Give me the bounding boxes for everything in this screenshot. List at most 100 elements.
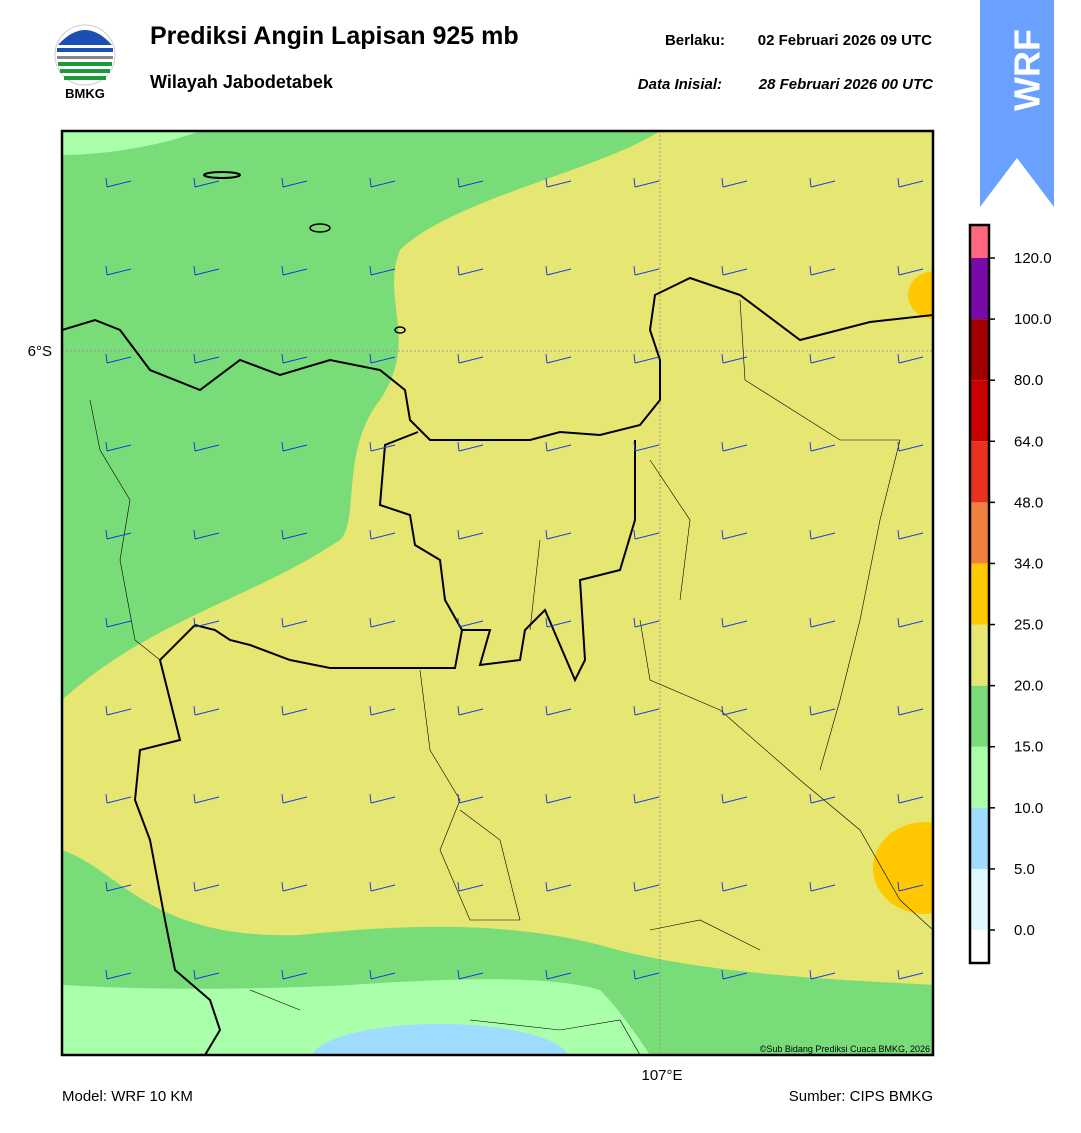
wind-barb — [721, 705, 748, 716]
wind-barb — [897, 705, 924, 716]
wind-barb — [105, 177, 132, 188]
colorbar-tick-label: 48.0 — [1014, 494, 1043, 511]
wind-barb — [721, 353, 748, 364]
wind-barb — [369, 705, 396, 716]
colorbar-segment — [970, 441, 989, 503]
colorbar-tick-label: 10.0 — [1014, 800, 1043, 817]
wind-barb — [457, 705, 484, 716]
wind-barb — [369, 353, 396, 364]
colorbar-segment — [970, 563, 989, 625]
wind-barb — [545, 793, 572, 804]
wind-barb — [457, 441, 484, 452]
wind-barb — [457, 353, 484, 364]
wind-barb — [281, 265, 308, 276]
wind-barb — [721, 793, 748, 804]
valid-label: Berlaku: — [665, 32, 725, 49]
wind-barb — [897, 793, 924, 804]
wind-barb — [193, 265, 220, 276]
colorbar-segment — [970, 746, 989, 808]
colorbar-segment — [970, 624, 989, 686]
wind-barb — [281, 969, 308, 980]
colorbar: 0.0 5.0 10.0 15.0 20.0 25.0 34.0 48.0 64.0 80.0 10… — [968, 223, 1052, 965]
wind-barb — [369, 969, 396, 980]
wind-barb — [897, 441, 924, 452]
wind-barb — [545, 881, 572, 892]
wind-barb — [193, 969, 220, 980]
wind-barb — [193, 441, 220, 452]
wind-barb — [105, 617, 132, 628]
wind-barb — [369, 265, 396, 276]
wind-barb — [105, 441, 132, 452]
wind-barb — [105, 353, 132, 364]
colorbar-tick-label: 80.0 — [1014, 372, 1043, 389]
wind-barb — [809, 881, 836, 892]
subtitle: Wilayah Jabodetabek — [150, 72, 334, 92]
wind-barb — [809, 265, 836, 276]
colorbar-segment — [970, 380, 989, 442]
wind-barb — [281, 617, 308, 628]
colorbar-tick-label: 34.0 — [1014, 555, 1043, 572]
wind-barb — [897, 177, 924, 188]
title: Prediksi Angin Lapisan 925 mb — [150, 22, 519, 50]
wind-barb — [193, 793, 220, 804]
wind-barb — [897, 353, 924, 364]
colorbar-segment — [970, 807, 989, 869]
wind-barb — [193, 177, 220, 188]
wind-barb — [809, 969, 836, 980]
wind-barb — [281, 441, 308, 452]
map: ©Sub Bidang Prediksi Cuaca BMKG, 2026 — [62, 131, 933, 1055]
map-frame — [60, 129, 935, 1057]
wind-barb — [721, 969, 748, 980]
wind-barb — [457, 881, 484, 892]
colorbar-tick-label: 64.0 — [1014, 433, 1043, 450]
wind-barb — [897, 529, 924, 540]
wind-barb — [105, 969, 132, 980]
wind-barb — [545, 441, 572, 452]
badge — [980, 0, 1054, 207]
wind-barb — [809, 441, 836, 452]
wind-barb — [633, 353, 660, 364]
colorbar-segment — [970, 502, 989, 564]
colorbar-tick-label: 120.0 — [1014, 250, 1052, 267]
wind-barb — [897, 881, 924, 892]
wind-barb — [281, 353, 308, 364]
wind-barb — [633, 705, 660, 716]
wind-barb — [369, 793, 396, 804]
init-label: Data Inisial: — [638, 76, 722, 93]
wind-barb — [633, 265, 660, 276]
wind-barb — [721, 529, 748, 540]
wind-barb — [809, 353, 836, 364]
wind-barb — [545, 705, 572, 716]
wind-barb — [193, 353, 220, 364]
badge-text: WRF — [1007, 29, 1048, 111]
wind-barb — [633, 441, 660, 452]
wind-barb — [281, 529, 308, 540]
wind-barb — [633, 793, 660, 804]
colorbar-tick-label: 15.0 — [1014, 739, 1043, 756]
logo: BMKG — [54, 24, 116, 101]
colorbar-segment — [970, 319, 989, 381]
init-time: 28 Februari 2026 00 UTC — [758, 76, 934, 93]
wind-barb — [457, 793, 484, 804]
colorbar-tick-label: 100.0 — [1014, 311, 1052, 328]
wind-barb — [105, 265, 132, 276]
wind-barb — [545, 353, 572, 364]
wind-barb — [193, 529, 220, 540]
valid-time: 02 Februari 2026 09 UTC — [758, 32, 932, 49]
wind-barb — [105, 529, 132, 540]
wind-barb — [809, 617, 836, 628]
wind-barb — [809, 793, 836, 804]
wind-barb — [721, 441, 748, 452]
wind-barb — [369, 177, 396, 188]
colorbar-tick-label: 0.0 — [1014, 922, 1035, 939]
wind-barb — [105, 793, 132, 804]
colorbar-segment — [970, 258, 989, 320]
wind-barb — [897, 617, 924, 628]
wind-barb — [281, 705, 308, 716]
wind-barb — [105, 881, 132, 892]
wind-barb — [545, 617, 572, 628]
wind-barb — [457, 265, 484, 276]
wind-barb — [369, 617, 396, 628]
wind-barb — [193, 617, 220, 628]
